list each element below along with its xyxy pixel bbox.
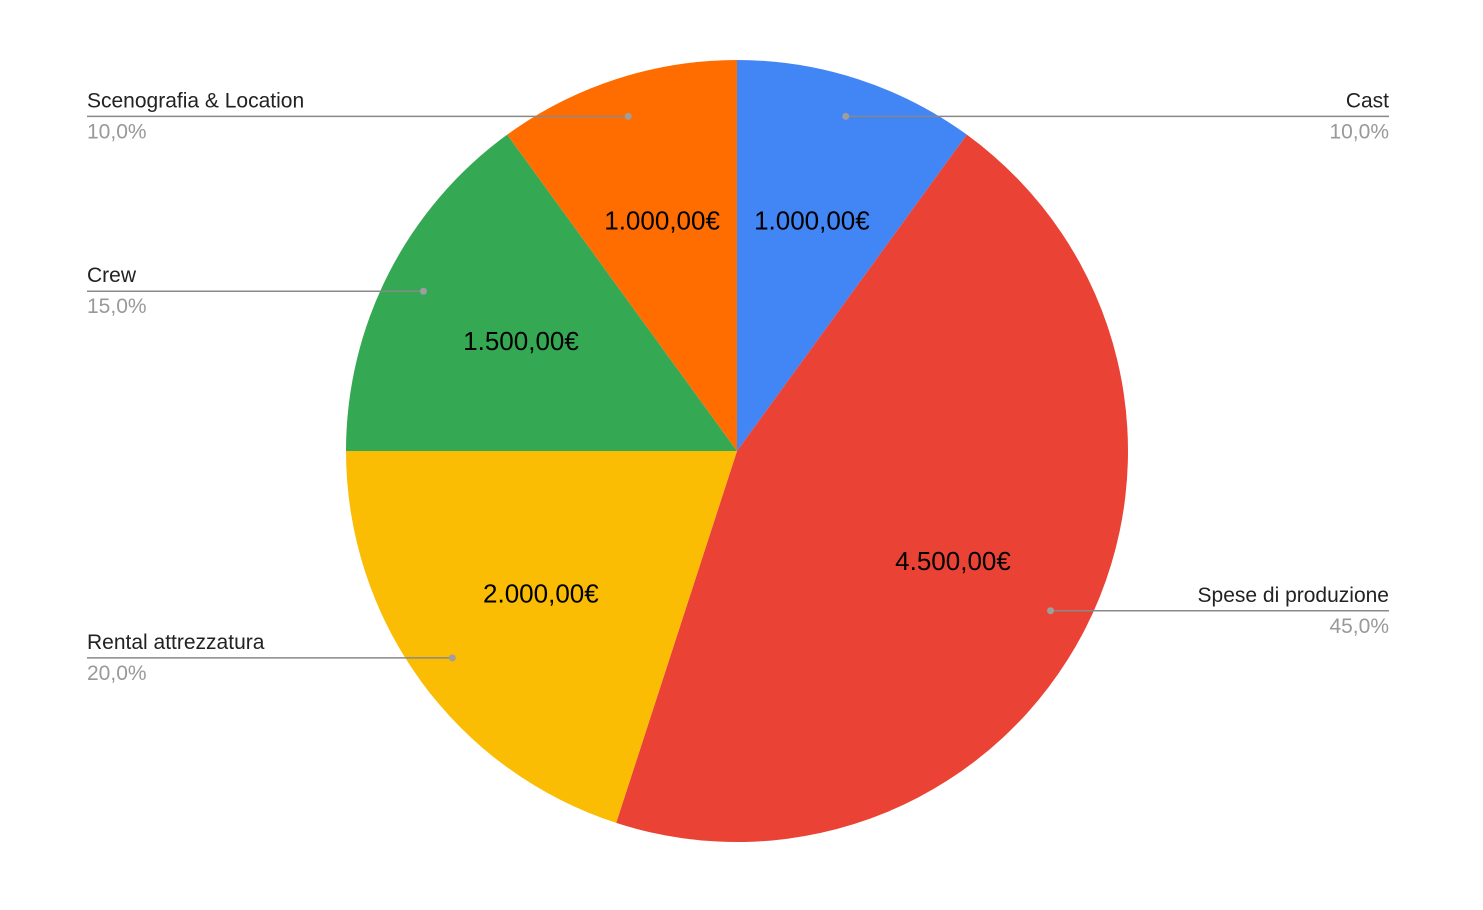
leader-lines-layer [87,112,1389,662]
pie-slice-crew[interactable] [346,134,737,451]
percent-label-spese-di-produzione: 45,0% [1329,615,1389,638]
pie-slice-spese-di-produzione[interactable] [616,134,1128,842]
leader-dot-scenografia-and-location [624,112,632,120]
percent-label-scenografia-and-location: 10,0% [87,120,147,143]
leader-dot-spese-di-produzione [1047,607,1055,615]
percent-label-cast: 10,0% [1329,120,1389,143]
value-label-rental-attrezzatura: 2.000,00€ [483,578,599,608]
percent-label-rental-attrezzatura: 20,0% [87,662,147,685]
category-label-spese-di-produzione: Spese di produzione [1198,584,1389,607]
value-label-cast: 1.000,00€ [754,205,870,235]
category-label-rental-attrezzatura: Rental attrezzatura [87,631,265,654]
pie-slice-scenografia-and-location[interactable] [507,60,737,451]
category-label-scenografia-and-location: Scenografia & Location [87,89,304,112]
category-labels-layer: Cast 10,0% Spese di produzione 45,0% Rental … [87,89,1389,685]
category-label-cast: Cast [1346,89,1389,112]
pie-slice-rental-attrezzatura[interactable] [346,451,737,823]
value-label-spese-di-produzione: 4.500,00€ [895,546,1011,576]
percent-label-crew: 15,0% [87,295,147,318]
leader-dot-rental-attrezzatura [448,654,456,662]
pie-slice-cast[interactable] [737,60,967,451]
value-label-crew: 1.500,00€ [463,326,579,356]
slices-layer [346,60,1128,842]
value-labels-layer: 1.000,00€ 4.500,00€ 2.000,00€ 1.500,00€ 1.00… [463,205,1011,608]
category-label-crew: Crew [87,264,137,287]
value-label-scenografia-and-location: 1.000,00€ [604,205,720,235]
leader-dot-cast [842,112,850,120]
leader-dot-crew [419,287,427,295]
